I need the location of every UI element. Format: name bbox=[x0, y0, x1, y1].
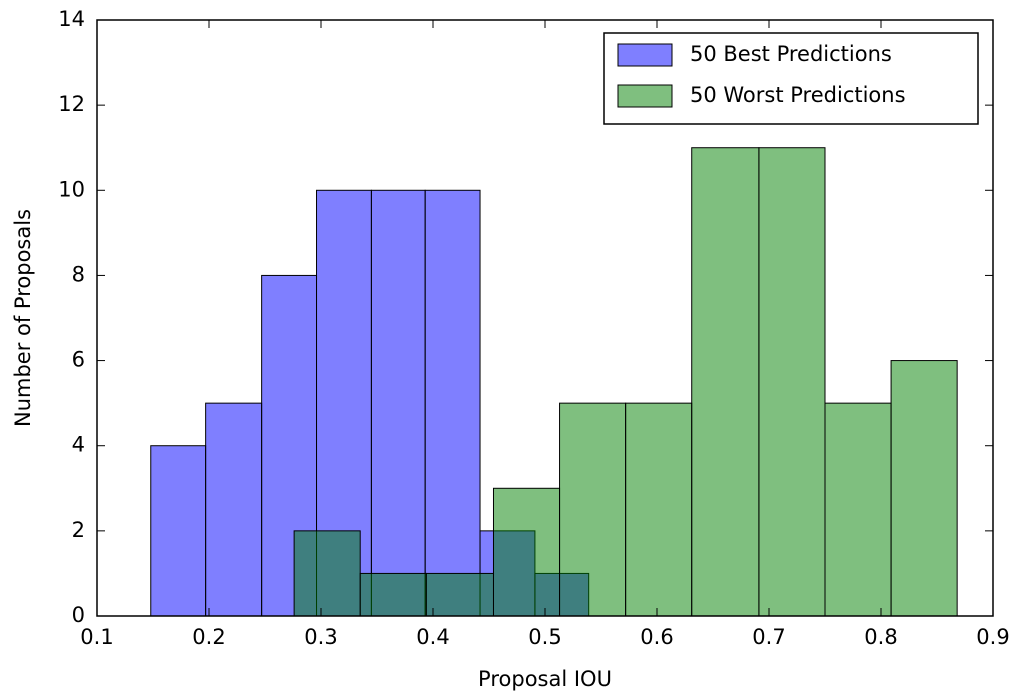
y-tick-label: 8 bbox=[72, 262, 85, 286]
x-tick-label: 0.8 bbox=[864, 625, 897, 649]
x-tick-label: 0.3 bbox=[304, 625, 337, 649]
y-tick-label: 4 bbox=[72, 433, 85, 457]
histogram-bar bbox=[492, 487, 561, 617]
histogram-bar bbox=[691, 147, 760, 617]
histogram-bar bbox=[150, 445, 207, 617]
histogram-bar bbox=[205, 402, 263, 617]
x-tick-label: 0.6 bbox=[640, 625, 673, 649]
y-tick-label: 14 bbox=[58, 7, 85, 31]
y-tick-label: 0 bbox=[72, 603, 85, 627]
legend-label: 50 Best Predictions bbox=[690, 42, 892, 66]
histogram-bar bbox=[293, 530, 361, 617]
histogram-bar bbox=[425, 572, 494, 617]
x-tick-label: 0.9 bbox=[976, 625, 1009, 649]
histogram-bar bbox=[424, 189, 481, 617]
histogram-bar bbox=[625, 402, 693, 617]
x-tick-label: 0.1 bbox=[80, 625, 113, 649]
y-axis-label: Number of Proposals bbox=[11, 209, 35, 427]
y-tick-label: 12 bbox=[58, 92, 85, 116]
x-axis-label: Proposal IOU bbox=[478, 667, 612, 691]
x-tick-label: 0.2 bbox=[192, 625, 225, 649]
y-tick-label: 6 bbox=[72, 348, 85, 372]
x-tick-label: 0.4 bbox=[416, 625, 449, 649]
legend-swatch bbox=[617, 43, 673, 67]
y-tick-label: 2 bbox=[72, 518, 85, 542]
histogram-bar bbox=[370, 189, 426, 617]
histogram-bar bbox=[359, 572, 427, 617]
x-tick-label: 0.7 bbox=[752, 625, 785, 649]
legend-swatch bbox=[617, 84, 673, 108]
histogram-bar bbox=[890, 360, 958, 617]
legend-label: 50 Worst Predictions bbox=[690, 83, 906, 107]
y-tick-label: 10 bbox=[58, 177, 85, 201]
histogram-bar bbox=[824, 402, 892, 617]
histogram-bar bbox=[559, 402, 627, 617]
x-tick-label: 0.5 bbox=[528, 625, 561, 649]
histogram-bar bbox=[758, 147, 826, 617]
